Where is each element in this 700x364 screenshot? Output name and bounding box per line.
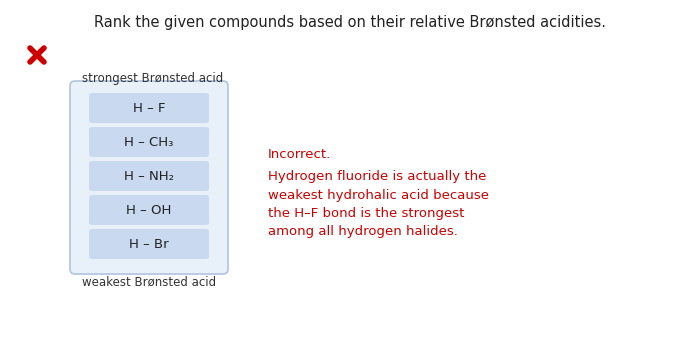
Text: H – CH₃: H – CH₃ [125,135,174,149]
Text: weakest Brønsted acid: weakest Brønsted acid [82,276,216,289]
FancyBboxPatch shape [89,127,209,157]
FancyBboxPatch shape [70,81,228,274]
FancyBboxPatch shape [89,195,209,225]
FancyBboxPatch shape [89,161,209,191]
FancyBboxPatch shape [89,93,209,123]
Text: H – OH: H – OH [126,203,172,217]
Text: H – F: H – F [133,102,165,115]
Text: H – NH₂: H – NH₂ [124,170,174,182]
Text: Hydrogen fluoride is actually the
weakest hydrohalic acid because
the H–F bond i: Hydrogen fluoride is actually the weakes… [268,170,489,238]
Text: Incorrect.: Incorrect. [268,148,331,161]
Text: Rank the given compounds based on their relative Brønsted acidities.: Rank the given compounds based on their … [94,15,606,30]
Text: H – Br: H – Br [130,237,169,250]
FancyBboxPatch shape [89,229,209,259]
Text: strongest Brønsted acid: strongest Brønsted acid [82,72,223,85]
